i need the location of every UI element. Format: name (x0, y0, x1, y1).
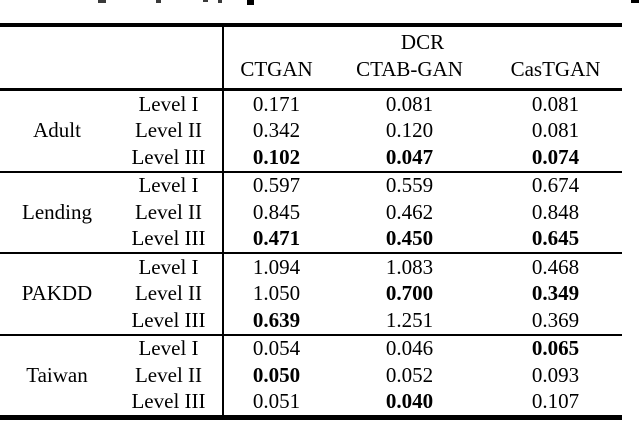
dataset-label: Taiwan (26, 362, 88, 387)
value-cell: 1.083 (385, 254, 434, 279)
value-cell: 0.848 (531, 199, 580, 224)
value-cell-best: 0.700 (385, 281, 434, 306)
value-cell-best: 0.074 (531, 144, 580, 169)
dcr-results-table: DCR CTGAN CTAB-GAN CasTGAN Adult Level I… (0, 23, 622, 420)
level-label: Level I (138, 173, 199, 198)
cropped-caption-fragment (98, 0, 106, 3)
level-label: Level II (134, 362, 203, 387)
value-cell: 0.120 (385, 118, 434, 143)
value-cell: 0.093 (531, 362, 580, 387)
level-label: Level I (138, 336, 199, 361)
value-cell: 0.081 (531, 118, 580, 143)
value-cell-best: 0.047 (385, 144, 434, 169)
cropped-caption-fragment (631, 0, 639, 3)
value-cell: 0.468 (531, 254, 580, 279)
value-cell: 0.559 (385, 173, 434, 198)
value-cell-best: 0.450 (385, 226, 434, 251)
dataset-label: PAKDD (21, 281, 93, 306)
cropped-caption-fragment (156, 0, 161, 3)
level-label: Level I (138, 254, 199, 279)
value-cell-best: 0.050 (252, 362, 301, 387)
level-label: Level III (131, 307, 206, 332)
column-header-ctab-gan: CTAB-GAN (356, 57, 463, 81)
vertical-rule (222, 27, 224, 416)
cropped-caption-fragment (247, 0, 254, 5)
value-cell: 0.081 (385, 91, 434, 116)
value-cell-best: 0.040 (385, 389, 434, 414)
row-group-pakdd: PAKDD Level I 1.094 1.083 0.468 Level II… (0, 254, 622, 336)
value-cell-best: 0.102 (252, 144, 301, 169)
header-spacer (0, 56, 223, 83)
value-cell-best: 0.065 (531, 336, 580, 361)
column-header-ctgan: CTGAN (240, 57, 313, 81)
level-label: Level III (131, 389, 206, 414)
level-label: Level III (131, 144, 206, 169)
value-cell: 0.046 (385, 336, 434, 361)
value-cell: 0.054 (252, 336, 301, 361)
value-cell: 0.597 (252, 173, 301, 198)
value-cell: 0.052 (385, 362, 434, 387)
metric-group-header: DCR (400, 30, 445, 54)
cropped-caption-fragment (218, 0, 222, 3)
value-cell-best: 0.645 (531, 226, 580, 251)
row-group-lending: Lending Level I 0.597 0.559 0.674 Level … (0, 173, 622, 254)
value-cell: 0.107 (531, 389, 580, 414)
value-cell: 1.050 (252, 281, 301, 306)
value-cell-best: 0.639 (252, 307, 301, 332)
dataset-label: Lending (22, 199, 92, 224)
level-label: Level II (134, 199, 203, 224)
dataset-label: Adult (33, 118, 81, 143)
column-headers-row: CTGAN CTAB-GAN CasTGAN (0, 56, 622, 83)
level-label: Level III (131, 226, 206, 251)
value-cell: 0.845 (252, 199, 301, 224)
value-cell: 0.369 (531, 307, 580, 332)
value-cell: 1.094 (252, 254, 301, 279)
value-cell: 0.342 (252, 118, 301, 143)
value-cell: 0.171 (252, 91, 301, 116)
value-cell-best: 0.349 (531, 281, 580, 306)
level-label: Level II (134, 118, 203, 143)
cropped-caption-fragment (203, 0, 208, 2)
value-cell: 0.051 (252, 389, 301, 414)
row-group-adult: Adult Level I 0.171 0.081 0.081 Level II… (0, 91, 622, 173)
value-cell-best: 0.471 (252, 226, 301, 251)
row-group-taiwan: Taiwan Level I 0.054 0.046 0.065 Level I… (0, 336, 622, 420)
value-cell: 0.081 (531, 91, 580, 116)
value-cell: 1.251 (385, 307, 434, 332)
value-cell: 0.674 (531, 173, 580, 198)
value-cell: 0.462 (385, 199, 434, 224)
level-label: Level I (138, 91, 199, 116)
column-header-castgan: CasTGAN (510, 57, 601, 81)
table-header: DCR CTGAN CTAB-GAN CasTGAN (0, 27, 622, 91)
level-label: Level II (134, 281, 203, 306)
